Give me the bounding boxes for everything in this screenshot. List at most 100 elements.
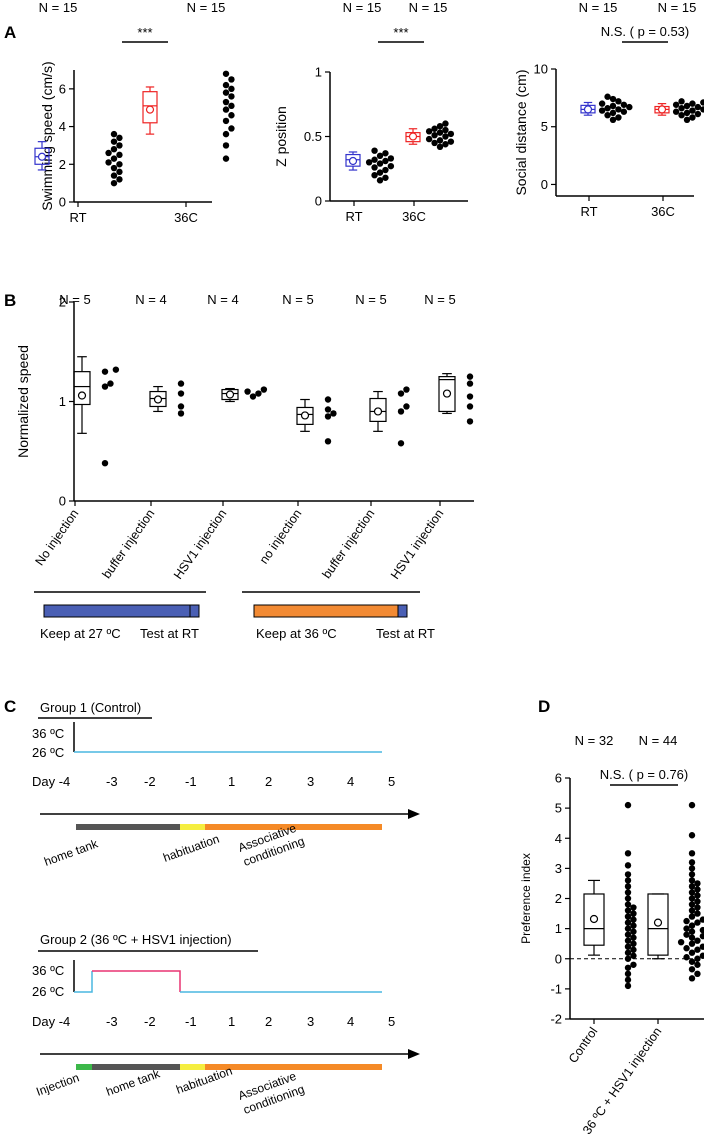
data-point: [105, 159, 112, 166]
data-point: [694, 886, 701, 893]
y-tick-label: 0: [59, 494, 66, 509]
data-point: [624, 949, 632, 956]
n-label: N = 4: [207, 292, 238, 307]
data-point: [688, 832, 696, 839]
data-point: [689, 100, 696, 107]
data-point: [376, 169, 384, 176]
panel-letter-a: A: [4, 23, 16, 42]
data-point: [688, 859, 696, 866]
data-point: [694, 898, 701, 905]
data-point: [116, 134, 123, 142]
data-point: [630, 961, 637, 968]
box: [142, 91, 158, 124]
y-tick-label: 2: [59, 157, 66, 172]
group-2-day-1: 1: [228, 1014, 235, 1029]
group-2-bar-habituation: [180, 1064, 205, 1070]
data-point: [397, 440, 405, 447]
data-point: [177, 410, 185, 417]
y-tick-label: -2: [550, 1012, 562, 1027]
data-point: [683, 945, 690, 952]
data-point: [624, 919, 632, 926]
condition-1-test-bar: [189, 604, 200, 618]
mean-marker: [225, 390, 235, 399]
box: [296, 406, 314, 425]
x-tick-label: HSV1 injection: [388, 507, 447, 582]
data-point: [683, 931, 690, 938]
mean-marker: [653, 918, 663, 927]
data-point: [683, 109, 691, 117]
data-point: [116, 168, 123, 176]
chart-swimming-speed: 0 2 4 6 Swimming speed (cm/s) RT 36C N = 15 N = …: [34, 0, 235, 225]
data-point: [630, 934, 637, 941]
data-point: [222, 81, 230, 89]
box-plot: [438, 373, 456, 415]
group-2-phase-conditioning: Associativeconditioning: [236, 1068, 306, 1117]
significance-label: N.S. ( p = 0.53): [601, 24, 690, 39]
data-point: [624, 862, 632, 869]
data-point: [371, 164, 378, 171]
data-point: [436, 122, 444, 130]
x-tick-label: RT: [69, 210, 86, 225]
data-point: [598, 107, 606, 114]
data-point: [624, 970, 632, 978]
data-point: [624, 931, 632, 938]
data-point: [371, 156, 378, 163]
x-tick-label: 36C: [651, 204, 675, 219]
mean-marker: [145, 105, 155, 114]
data-point: [688, 966, 696, 973]
data-point: [694, 937, 701, 944]
data-point: [403, 386, 410, 393]
group-1-day-4: 4: [347, 774, 354, 789]
data-point: [609, 95, 617, 103]
box: [438, 376, 456, 413]
data-point: [683, 925, 690, 932]
data-point: [688, 801, 696, 809]
data-point: [436, 143, 444, 151]
data-point: [107, 380, 114, 387]
data-point: [620, 101, 628, 108]
data-point: [624, 955, 632, 962]
chart-normalized-speed: 0 1 2 Normalized speed No injection buffer in…: [15, 292, 474, 582]
data-point: [436, 129, 444, 136]
x-tick-label: 36C: [174, 210, 198, 225]
data-point: [177, 403, 185, 410]
group-2-time-arrow: [408, 1049, 420, 1059]
data-point: [694, 910, 701, 917]
data-point: [624, 895, 632, 902]
data-point: [624, 801, 632, 809]
group-2-day-2: 2: [265, 1014, 272, 1029]
data-point: [694, 880, 701, 887]
mean-marker: [442, 389, 452, 398]
data-point: [683, 954, 690, 961]
mean-marker: [583, 105, 593, 114]
data-point: [694, 955, 701, 962]
box-plot: [654, 103, 670, 116]
group-1-bar-home-tank: [76, 824, 180, 830]
significance-label: N.S. ( p = 0.76): [600, 767, 689, 782]
data-point: [677, 938, 685, 946]
data-point: [228, 76, 235, 83]
x-tick-label: RT: [345, 209, 362, 224]
y-tick-label: 4: [555, 831, 562, 846]
data-point: [624, 889, 632, 896]
data-point: [683, 102, 691, 110]
x-tick-label: Control: [566, 1025, 601, 1066]
box-plot: [221, 387, 239, 403]
data-point: [688, 940, 696, 947]
data-point: [699, 932, 704, 940]
mean-marker: [153, 395, 163, 404]
data-point: [228, 125, 235, 132]
data-point: [630, 910, 637, 917]
y-tick-label: 1: [315, 65, 322, 80]
x-tick-label: buffer injection: [319, 507, 377, 581]
data-point: [110, 155, 118, 162]
y-tick-label: 5: [541, 119, 548, 134]
data-point: [630, 940, 637, 947]
data-point: [694, 110, 702, 118]
data-point: [222, 70, 230, 77]
group-1-day-2: 2: [265, 774, 272, 789]
data-point: [688, 928, 696, 935]
n-label: N = 15: [343, 0, 382, 15]
data-point: [442, 120, 449, 127]
group-1-bar-habituation: [180, 824, 205, 830]
